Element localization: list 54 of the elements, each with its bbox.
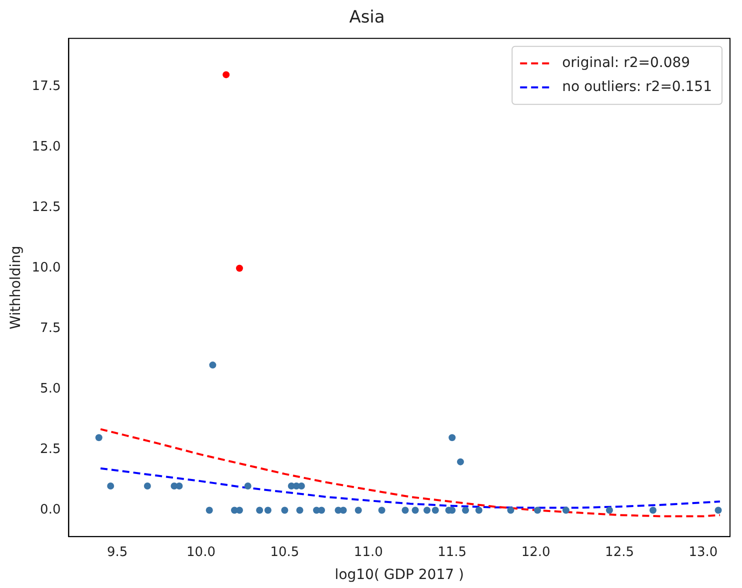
point — [107, 482, 114, 490]
point — [456, 458, 464, 466]
point — [244, 482, 252, 490]
point — [209, 362, 216, 369]
y-tick-label: 12.5 — [32, 200, 61, 216]
x-tick-label: 13.0 — [688, 544, 718, 560]
line-series — [100, 428, 721, 518]
point — [222, 71, 230, 78]
chart-title: Asia — [349, 8, 385, 28]
y-tick-label: 0.0 — [40, 502, 61, 518]
point — [296, 506, 304, 514]
y-tick-label: 15.0 — [32, 140, 61, 155]
point — [475, 506, 482, 514]
point — [264, 506, 272, 514]
point — [354, 506, 362, 514]
point — [714, 506, 722, 514]
point — [562, 506, 570, 514]
point — [176, 482, 183, 490]
x-tick-label: 9.5 — [106, 544, 128, 560]
x-tick-label: 11.5 — [438, 544, 467, 560]
x-axis-title: log10( GDP 2017 ) — [334, 567, 464, 584]
point — [462, 506, 469, 514]
x-tick-label: 10.5 — [270, 544, 300, 560]
point — [507, 506, 514, 514]
point — [448, 434, 456, 442]
point — [649, 506, 656, 514]
point — [256, 506, 264, 514]
legend-label: original: r2=0.089 — [562, 55, 690, 72]
x-tick-label: 11.0 — [354, 544, 383, 560]
x-tick-label: 12.5 — [605, 544, 634, 560]
point — [95, 434, 102, 442]
point — [206, 506, 213, 514]
point — [402, 506, 409, 514]
point — [432, 506, 439, 514]
x-tick-label: 10.0 — [186, 544, 216, 560]
y-tick-label: 7.5 — [40, 321, 61, 336]
point — [340, 506, 347, 514]
y-tick-label: 17.5 — [32, 79, 61, 94]
y-axis-title: Withholding — [8, 246, 24, 330]
point — [534, 506, 541, 514]
point — [378, 506, 386, 514]
legend-label: no outliers: r2=0.151 — [562, 79, 712, 96]
y-tick-label: 2.5 — [40, 442, 61, 458]
point — [423, 506, 430, 514]
point — [236, 506, 243, 514]
y-tick-label: 10.0 — [32, 260, 61, 276]
point — [606, 506, 613, 514]
y-tick-label: 5.0 — [40, 382, 61, 397]
point — [318, 506, 326, 514]
point — [412, 506, 419, 514]
x-tick-label: 12.0 — [521, 544, 550, 560]
point — [144, 482, 151, 490]
point — [281, 506, 288, 514]
point — [236, 264, 243, 272]
